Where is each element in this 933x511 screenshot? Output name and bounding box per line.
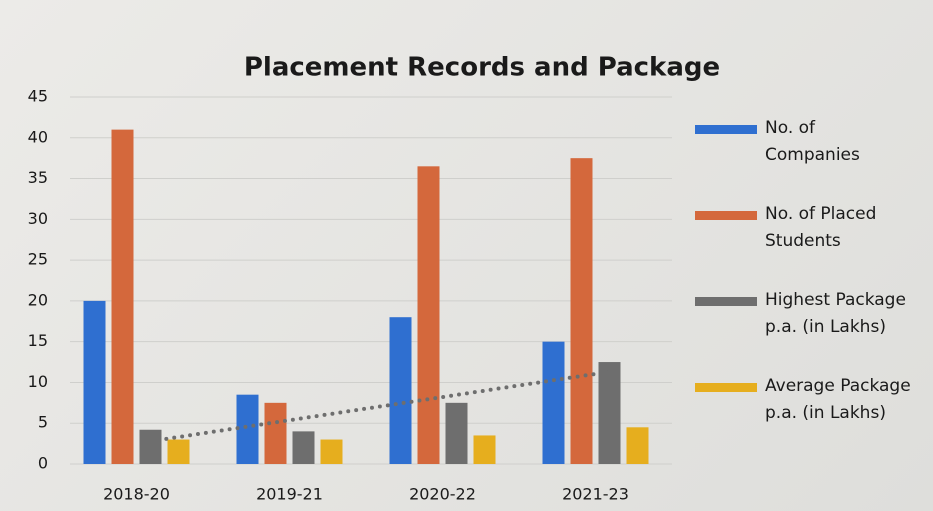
bar bbox=[320, 439, 343, 464]
chart-title: Placement Records and Package bbox=[244, 53, 720, 83]
legend-label: No. of Placed Students bbox=[765, 204, 877, 251]
bar bbox=[292, 431, 315, 464]
y-tick-label: 5 bbox=[38, 413, 48, 432]
bar bbox=[417, 166, 440, 465]
legend-label: No. of Companies bbox=[765, 118, 860, 165]
bar bbox=[264, 402, 287, 464]
legend-item: Highest Package p.a. (in Lakhs) bbox=[695, 287, 915, 341]
bar bbox=[111, 129, 134, 464]
bar bbox=[542, 341, 565, 464]
legend-item: Average Package p.a. (in Lakhs) bbox=[695, 373, 915, 427]
bar bbox=[570, 158, 593, 464]
bar bbox=[236, 394, 259, 464]
legend-label: Highest Package p.a. (in Lakhs) bbox=[765, 290, 906, 337]
x-tick-label: 2020-22 bbox=[409, 485, 476, 504]
bar bbox=[445, 402, 468, 464]
legend-swatch bbox=[695, 125, 757, 134]
bar bbox=[626, 427, 649, 464]
legend-item: No. of Placed Students bbox=[695, 201, 915, 255]
y-tick-label: 40 bbox=[28, 127, 48, 146]
trendline bbox=[148, 369, 612, 444]
bar bbox=[389, 317, 412, 464]
legend-item: No. of Companies bbox=[695, 115, 915, 169]
y-tick-label: 30 bbox=[28, 209, 48, 228]
y-tick-label: 15 bbox=[28, 331, 48, 350]
x-tick-label: 2018-20 bbox=[103, 485, 170, 504]
x-tick-label: 2021-23 bbox=[562, 485, 629, 504]
bar bbox=[473, 435, 496, 464]
legend-label: Average Package p.a. (in Lakhs) bbox=[765, 376, 911, 423]
legend-swatch bbox=[695, 383, 757, 392]
bar bbox=[167, 439, 190, 464]
bar bbox=[598, 362, 621, 464]
y-tick-label: 20 bbox=[28, 290, 48, 309]
x-tick-label: 2019-21 bbox=[256, 485, 323, 504]
y-tick-label: 35 bbox=[28, 168, 48, 187]
y-tick-label: 0 bbox=[38, 454, 48, 473]
legend-swatch bbox=[695, 211, 757, 220]
bar bbox=[139, 429, 162, 464]
y-tick-label: 45 bbox=[28, 87, 48, 106]
legend-swatch bbox=[695, 297, 757, 306]
bar bbox=[83, 300, 106, 464]
y-tick-label: 10 bbox=[28, 372, 48, 391]
y-tick-label: 25 bbox=[28, 250, 48, 269]
